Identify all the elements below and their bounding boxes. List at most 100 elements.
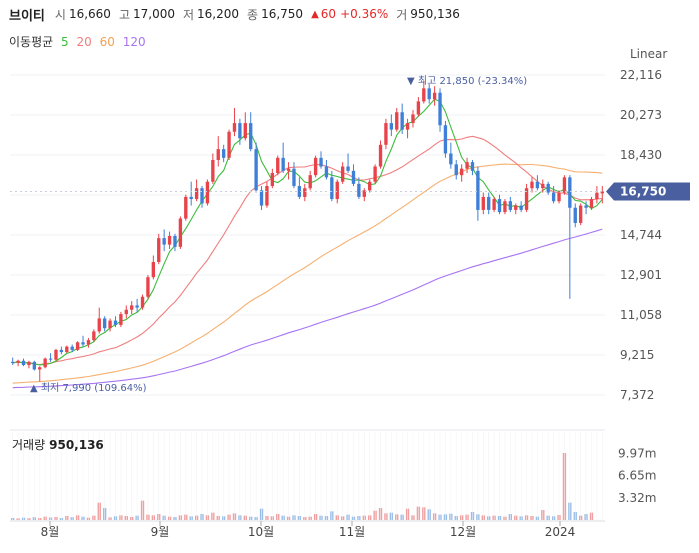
candle-body: [205, 181, 210, 204]
candle-body: [476, 170, 480, 210]
candle-body: [292, 168, 296, 187]
candle-body: [351, 170, 356, 184]
candle-body: [259, 190, 264, 206]
volume-tick-label: 3.32m: [618, 491, 656, 505]
candle-body: [27, 361, 31, 366]
low-value: 16,200: [197, 7, 240, 21]
candle-body: [221, 149, 226, 158]
candle-body: [70, 346, 74, 350]
candle-body: [362, 190, 366, 197]
x-tick-label: 8월: [41, 525, 60, 539]
candle-body: [357, 183, 361, 197]
candle-body: [162, 238, 166, 245]
candle-body: [113, 320, 118, 325]
candle-body: [140, 296, 145, 308]
candle-body: [254, 149, 258, 191]
y-tick-label: 9,215: [620, 348, 654, 362]
candle-body: [416, 101, 421, 115]
low-annotation: ▲ 최저 7,990 (109.64%): [30, 382, 147, 394]
candle-body: [600, 191, 604, 194]
candle-body: [54, 349, 58, 360]
candle-body: [487, 196, 491, 210]
candle-body: [102, 318, 107, 329]
x-tick-label: 11월: [339, 525, 365, 539]
candle-body: [378, 144, 383, 167]
candle-body: [422, 88, 426, 102]
candle-body: [573, 207, 577, 223]
candle-body: [216, 149, 220, 160]
candle-body: [97, 318, 101, 332]
candle-body: [130, 305, 134, 310]
candle-body: [427, 88, 431, 100]
candle-body: [151, 261, 156, 278]
candle-body: [270, 173, 275, 187]
volume-tick-label: 6.65m: [618, 469, 656, 483]
candle-body: [135, 305, 139, 308]
volume-panel-label: 거래량: [12, 438, 46, 452]
change-value: 60: [320, 7, 337, 21]
candle-body: [119, 314, 123, 325]
candle-body: [173, 235, 177, 247]
ma5-legend: 5: [61, 35, 69, 49]
change-percent: +0.36%: [340, 7, 389, 21]
stock-name: 브이티: [9, 8, 45, 24]
candle-body: [449, 153, 453, 165]
ma60-line: [12, 163, 603, 384]
candle-body: [551, 192, 556, 202]
y-tick-label: 20,273: [620, 108, 662, 122]
candle-body: [346, 166, 350, 171]
y-tick-label: 11,058: [620, 308, 662, 322]
candle-body: [297, 186, 302, 197]
candle-body: [514, 205, 518, 210]
candle-body: [108, 320, 112, 329]
y-tick-label: 22,116: [620, 68, 662, 82]
ma120-line: [12, 228, 603, 389]
candle-body: [508, 201, 513, 210]
candle-body: [32, 361, 37, 370]
candle-body: [319, 157, 323, 167]
candle-body: [411, 114, 415, 124]
volume-panel-title: 거래량 950,136: [12, 436, 104, 453]
high-label: 고: [118, 7, 130, 22]
candle-body: [75, 342, 80, 350]
y-tick-label: 12,901: [620, 268, 662, 282]
open-value: 16,660: [68, 7, 111, 21]
stock-header: 브이티 시 16,660 고 17,000 저 16,200 종 16,750 ▲ 60 +…: [9, 5, 468, 24]
candle-body: [146, 277, 150, 297]
high-value: 17,000: [132, 7, 175, 21]
candle-body: [405, 123, 410, 130]
volume-panel-value: 950,136: [49, 438, 104, 452]
change-arrow-icon: ▲: [311, 8, 319, 20]
candle-body: [184, 196, 188, 219]
candle-body: [324, 166, 329, 178]
candle-body: [373, 166, 377, 182]
candle-body: [368, 181, 372, 191]
y-tick-label: 18,430: [620, 148, 662, 162]
candle-body: [335, 181, 339, 200]
candle-body: [189, 196, 193, 200]
candle-body: [340, 166, 345, 182]
candle-body: [524, 188, 529, 210]
ma5-line: [12, 98, 603, 366]
candle-body: [124, 309, 128, 315]
candle-body: [578, 205, 583, 223]
x-tick-label: 9월: [151, 525, 170, 539]
candle-body: [519, 205, 523, 210]
candle-body: [400, 112, 404, 130]
candle-body: [470, 162, 475, 171]
scale-toggle[interactable]: Linear: [630, 47, 668, 61]
candle-body: [81, 342, 85, 345]
candle-body: [303, 188, 307, 197]
candle-body: [286, 168, 291, 171]
ma20-line: [12, 135, 603, 366]
candle-body: [541, 183, 545, 189]
current-price-tag: [606, 182, 690, 201]
current-price-label: 16,750: [620, 184, 666, 198]
candle-body: [497, 199, 502, 213]
candle-body: [59, 349, 64, 353]
candle-body: [227, 131, 231, 158]
x-tick-label: 10월: [248, 525, 274, 539]
high-annotation: ▼ 최고 21,850 (-23.34%): [407, 75, 527, 87]
candle-body: [243, 123, 247, 139]
